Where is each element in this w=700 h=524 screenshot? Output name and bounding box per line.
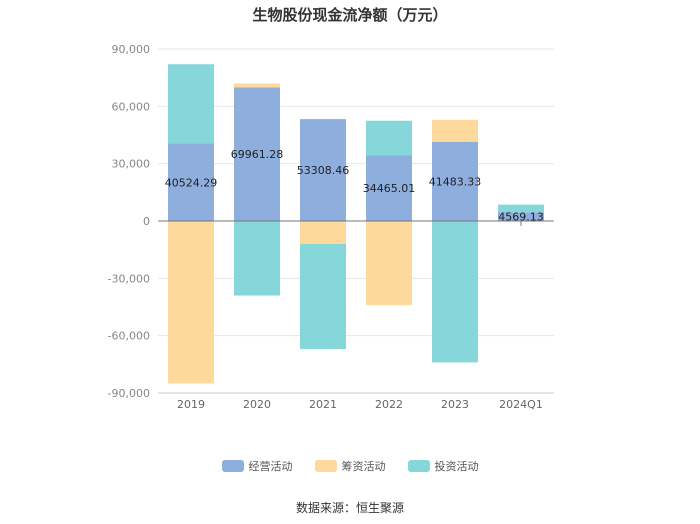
x-tick-label: 2021 <box>309 398 337 411</box>
legend-item-financing[interactable]: 筹资活动 <box>314 458 386 474</box>
bar-operating-2022 <box>366 155 412 221</box>
y-tick-label: 60,000 <box>112 100 151 113</box>
bars <box>168 64 544 384</box>
legend-item-operating[interactable]: 经营活动 <box>221 458 293 474</box>
x-tick-label: 2019 <box>177 398 205 411</box>
x-tick-label: 2023 <box>441 398 469 411</box>
data-labels: 40524.29 69961.28 53308.46 34465.01 41483.33… <box>165 148 544 223</box>
y-tick-label: 90,000 <box>112 43 151 56</box>
bar-investing-2023 <box>432 221 478 363</box>
bar-financing-2020 <box>234 83 280 88</box>
grid-lines <box>158 48 554 394</box>
bar-operating-2019 <box>168 143 214 221</box>
chart-title: 生物股份现金流净额（万元） <box>252 6 448 24</box>
y-tick-label: -90,000 <box>108 387 150 400</box>
bar-investing-2022 <box>366 120 412 156</box>
bar-investing-2021 <box>300 243 346 350</box>
data-label: 53308.46 <box>297 164 350 177</box>
data-label: 69961.28 <box>231 148 284 161</box>
legend: 经营活动 筹资活动 投资活动 <box>0 458 700 474</box>
y-tick-label: -60,000 <box>108 330 150 343</box>
bar-operating-2020 <box>234 87 280 221</box>
bar-investing-2024Q1 <box>498 204 544 213</box>
bar-investing-2020 <box>234 221 280 296</box>
legend-label: 筹资活动 <box>341 460 386 473</box>
data-label: 41483.33 <box>429 175 482 188</box>
legend-label: 投资活动 <box>434 460 479 473</box>
y-tick-label: -30,000 <box>108 272 150 285</box>
bar-operating-2023 <box>432 141 478 221</box>
data-label: 40524.29 <box>165 176 218 189</box>
bar-financing-2021 <box>300 221 346 244</box>
y-tick-label: 0 <box>143 215 150 228</box>
data-label: 34465.01 <box>363 182 416 195</box>
legend-swatch <box>221 460 244 472</box>
bar-financing-2023 <box>432 119 478 142</box>
legend-swatch <box>314 460 337 472</box>
source-note: 数据来源：恒生聚源 <box>295 501 404 515</box>
x-tick-label: 2022 <box>375 398 403 411</box>
x-axis: 2019 2020 2021 2022 2023 2024Q1 <box>158 392 554 411</box>
data-label: 4569.13 <box>498 211 544 224</box>
bar-financing-2022 <box>366 221 412 306</box>
legend-label: 经营活动 <box>248 460 293 473</box>
bar-investing-2019 <box>168 64 214 144</box>
legend-item-investing[interactable]: 投资活动 <box>407 458 479 474</box>
x-tick-label: 2024Q1 <box>499 398 543 411</box>
zero-line <box>158 220 554 226</box>
y-axis: 90,000 60,000 30,000 0 -30,000 -60,000 -90,000 <box>108 43 150 400</box>
bar-operating-2021 <box>300 119 346 221</box>
bar-operating-2024Q1 <box>498 212 544 221</box>
bar-financing-2019 <box>168 221 214 384</box>
x-tick-label: 2020 <box>243 398 271 411</box>
y-tick-label: 30,000 <box>112 158 151 171</box>
legend-swatch <box>407 460 430 472</box>
